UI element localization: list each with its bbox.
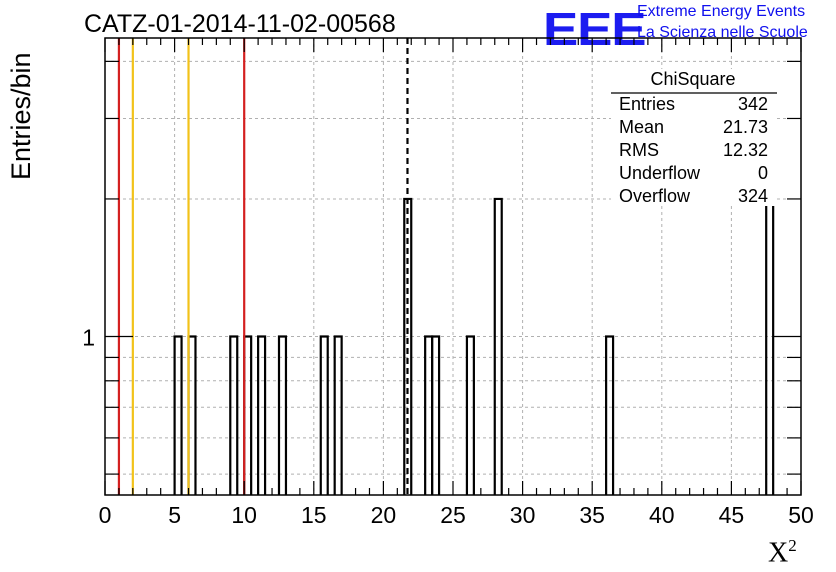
x-tick-label: 5 [168, 502, 181, 528]
stats-box-value: 342 [738, 94, 768, 114]
stats-box-label: Overflow [619, 186, 691, 206]
x-tick-label: 10 [231, 502, 257, 528]
chart-title: CATZ-01-2014-11-02-00568 [84, 10, 396, 38]
stats-box-value: 324 [738, 186, 768, 206]
histogram-bin [229, 335, 239, 495]
x-tick-label: 30 [510, 502, 536, 528]
histogram-bin [493, 197, 503, 495]
histogram-bin [465, 335, 475, 495]
x-tick-label: 40 [649, 502, 675, 528]
stats-box-value: 0 [758, 163, 768, 183]
x-tick-label: 25 [440, 502, 466, 528]
histogram-bin [765, 197, 775, 495]
histogram-bin [173, 335, 183, 495]
histogram-bin [333, 335, 343, 495]
stats-box-label: Mean [619, 117, 664, 137]
stats-box-label: RMS [619, 140, 659, 160]
stats-box-value: 12.32 [723, 140, 768, 160]
x-tick-label: 50 [788, 502, 814, 528]
stats-box-title: ChiSquare [650, 69, 735, 89]
histogram-bin [277, 335, 288, 495]
x-axis-label-text: X [768, 537, 789, 569]
x-axis-label: X2 [768, 536, 797, 569]
x-tick-label: 35 [579, 502, 605, 528]
y-tick-label: 1 [82, 325, 95, 351]
x-tick-label: 45 [719, 502, 745, 528]
histogram-bin [605, 335, 615, 495]
histogram-bin [319, 335, 329, 495]
x-tick-label: 20 [371, 502, 397, 528]
histogram-bin [431, 335, 441, 495]
x-axis-label-superscript: 2 [788, 536, 797, 555]
stats-box-bg [611, 69, 777, 206]
histogram-bin [257, 335, 267, 495]
stats-box-label: Entries [619, 94, 675, 114]
stats-box-label: Underflow [619, 163, 701, 183]
logo-line-1: Extreme Energy Events [637, 3, 806, 20]
x-tick-label: 0 [99, 502, 112, 528]
logo-line-2: La Scienza nelle Scuole [637, 24, 808, 41]
stats-box-value: 21.73 [723, 117, 768, 137]
eee-logo: EEE [543, 3, 647, 55]
x-tick-label: 15 [301, 502, 327, 528]
